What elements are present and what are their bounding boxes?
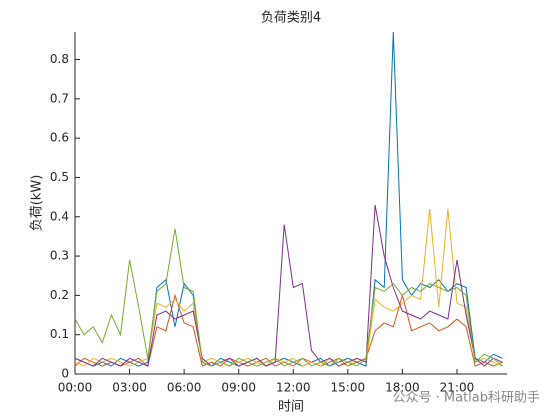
x-tick-label: 06:00 — [167, 381, 202, 395]
y-tick-label: 0 — [61, 367, 69, 381]
x-axis-label: 时间 — [278, 400, 304, 415]
x-tick-label: 15:00 — [331, 381, 366, 395]
series-line — [74, 208, 503, 367]
x-tick-label: 09:00 — [221, 381, 256, 395]
y-tick-label: 0.2 — [50, 288, 69, 302]
watermark: 公众号 · Matlab科研助手 — [392, 391, 540, 406]
y-tick-label: 0.5 — [50, 170, 69, 184]
series-line — [74, 204, 503, 367]
x-tick-label: 12:00 — [276, 381, 311, 395]
y-tick-label: 0.1 — [50, 327, 69, 341]
x-tick-label: 03:00 — [112, 381, 147, 395]
chart-title: 负荷类别4 — [261, 11, 321, 26]
x-tick-label: 21:00 — [440, 381, 475, 395]
y-tick-label: 0.7 — [50, 91, 69, 105]
y-axis-label: 负荷(kW) — [30, 175, 45, 232]
y-tick-label: 0.3 — [50, 249, 69, 263]
x-tick-label: 00:00 — [58, 381, 93, 395]
y-tick-label: 0.4 — [50, 209, 69, 223]
series-line — [74, 228, 503, 367]
x-tick-label: 18:00 — [385, 381, 420, 395]
y-tick-label: 0.8 — [50, 52, 69, 66]
y-tick-label: 0.6 — [50, 131, 69, 145]
